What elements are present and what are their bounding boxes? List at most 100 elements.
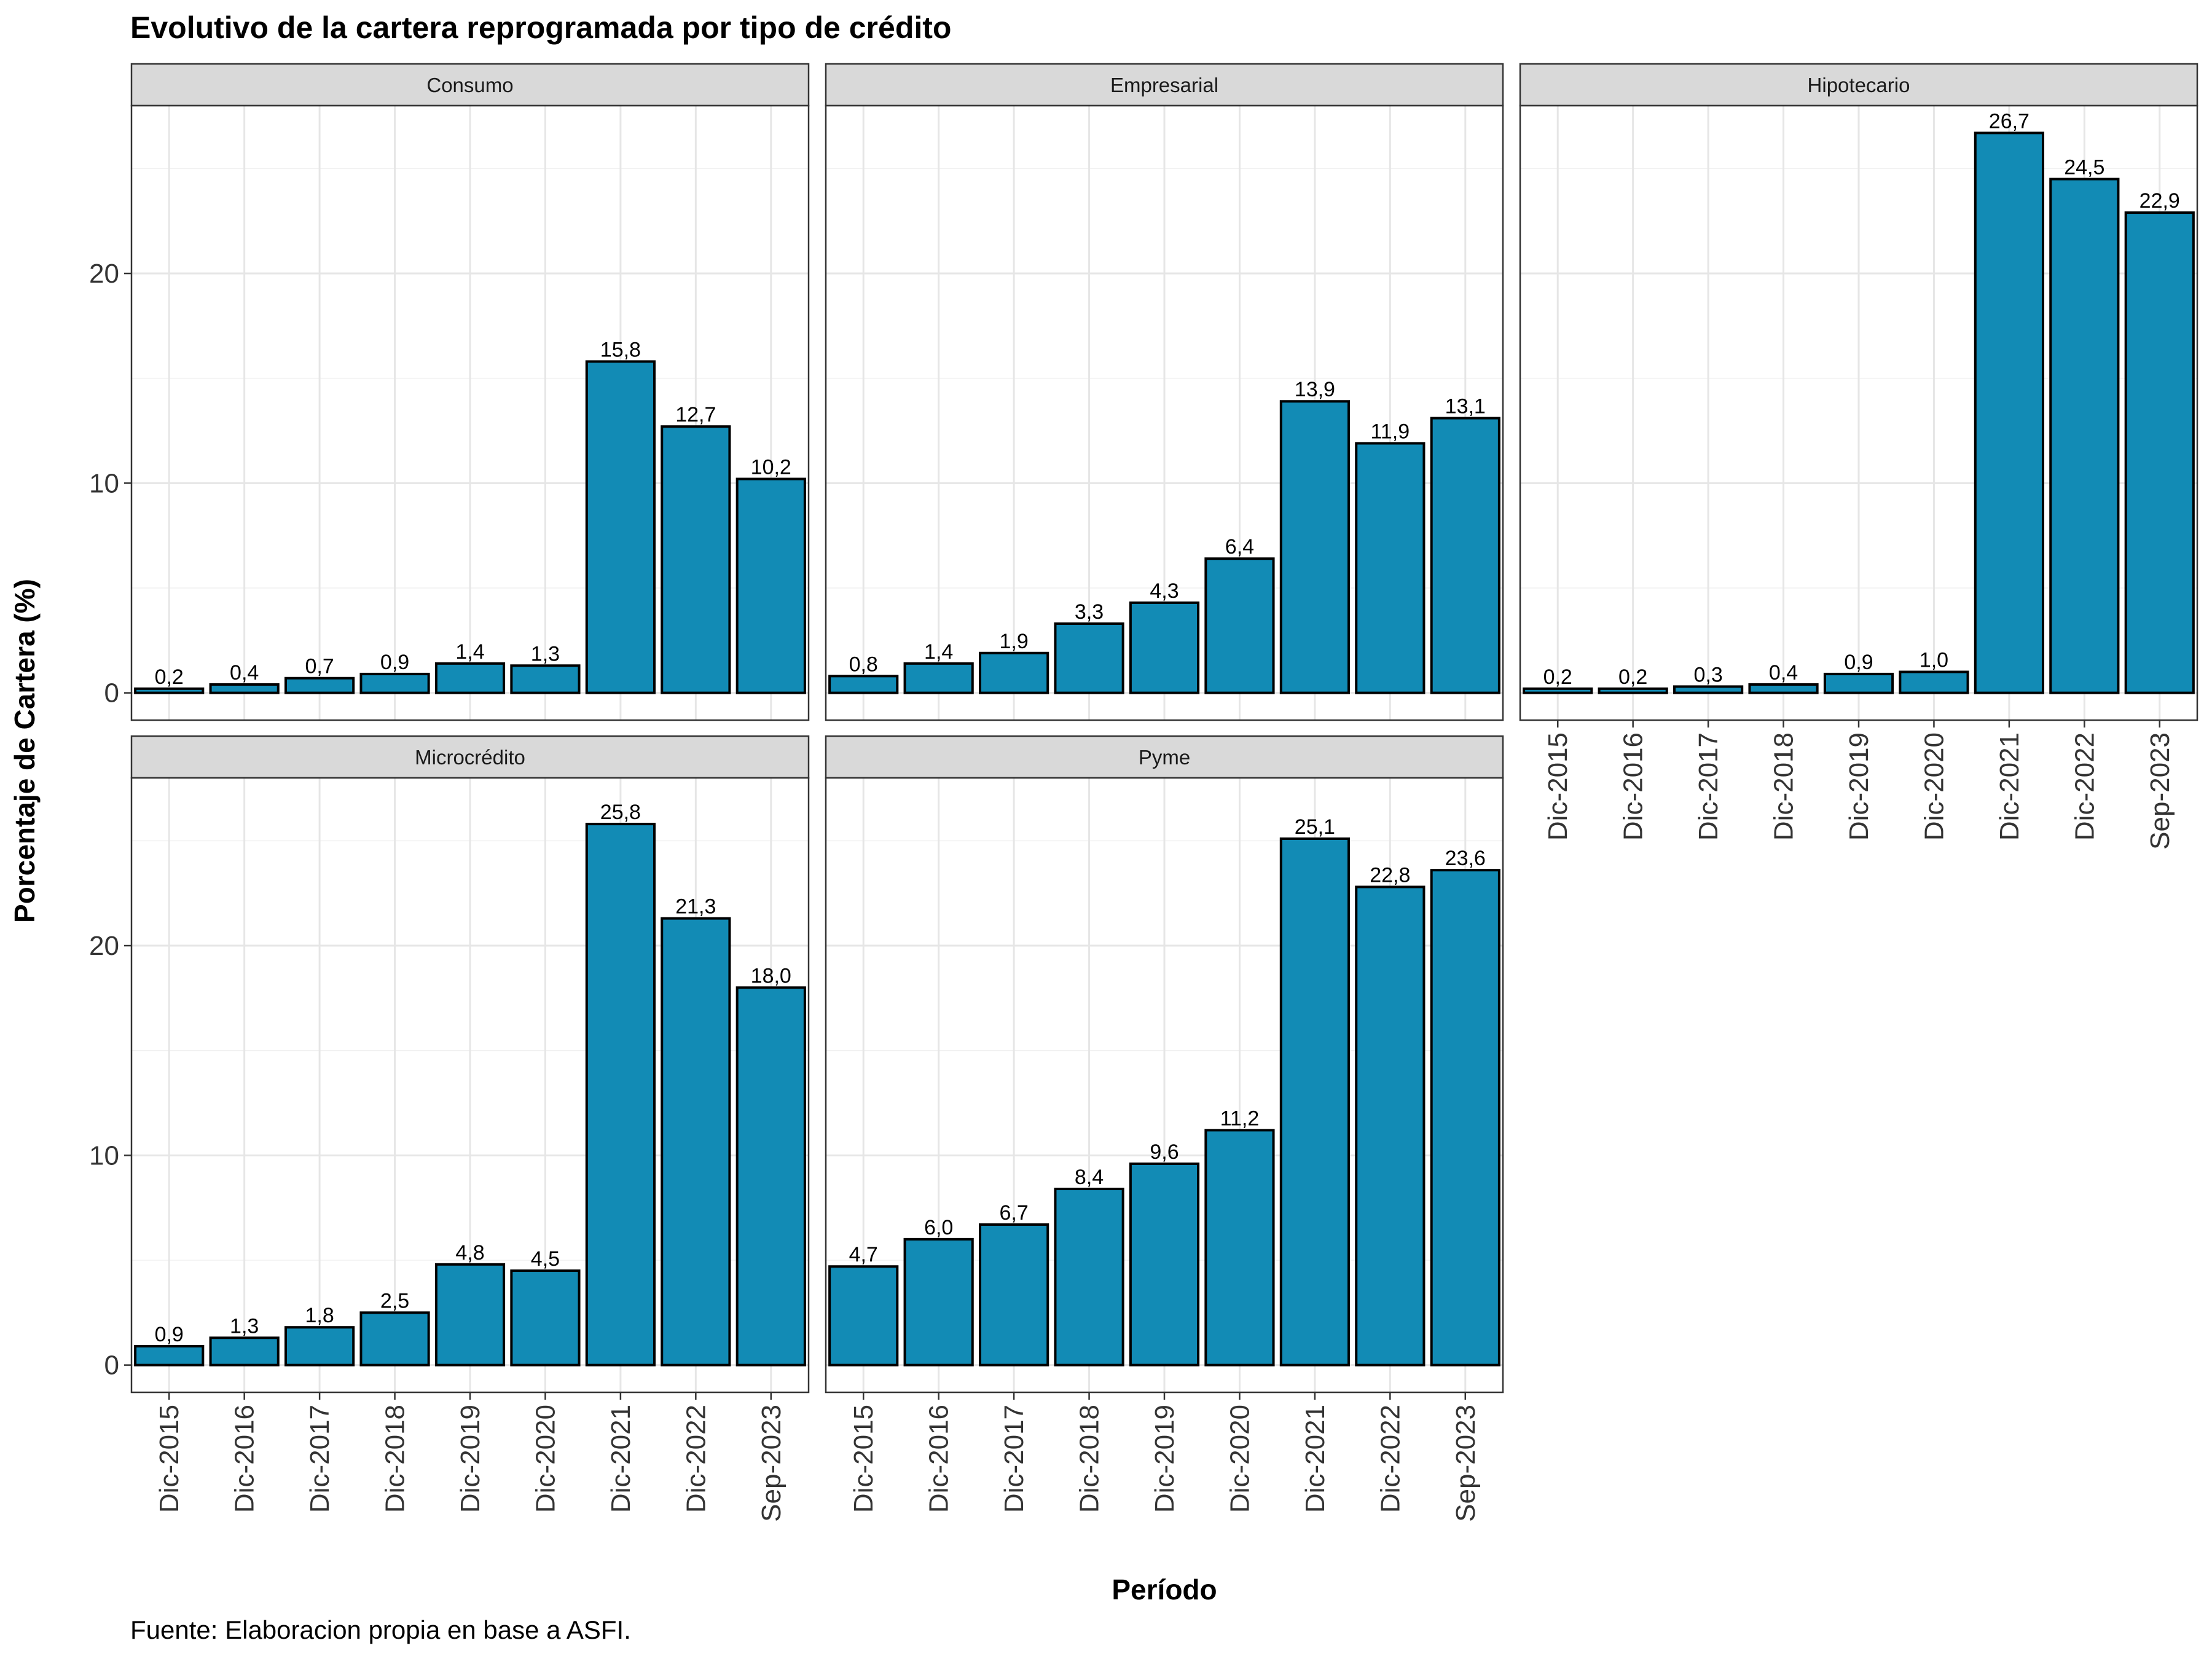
bar-value-label: 0,7 xyxy=(305,655,334,678)
bar xyxy=(510,664,581,694)
bar xyxy=(359,1311,430,1367)
bar-value-label: 0,4 xyxy=(230,661,259,684)
bar xyxy=(1430,869,1500,1367)
x-tick-label: Dic-2020 xyxy=(530,1405,560,1513)
bar xyxy=(1899,670,1969,694)
bar-value-label: 0,2 xyxy=(1618,665,1647,689)
bar-value-label: 25,1 xyxy=(1295,815,1335,839)
bar-value-label: 4,8 xyxy=(455,1241,484,1265)
y-tick-label: 0 xyxy=(104,678,119,708)
panel-strip xyxy=(1519,63,2198,107)
bar-value-label: 11,2 xyxy=(1220,1107,1260,1130)
bar-value-label: 12,7 xyxy=(675,403,716,426)
bar xyxy=(661,917,731,1367)
x-tick-label: Sep-2023 xyxy=(1451,1405,1481,1522)
bar-value-label: 23,6 xyxy=(1445,847,1486,870)
bar xyxy=(1279,400,1350,694)
bar-value-label: 4,3 xyxy=(1150,579,1179,603)
y-tick-label: 20 xyxy=(89,931,119,961)
x-tick-label: Sep-2023 xyxy=(756,1405,786,1522)
bar xyxy=(1355,885,1426,1367)
bar-value-label: 0,8 xyxy=(849,653,878,676)
bar xyxy=(1204,1129,1275,1367)
x-tick-label: Dic-2015 xyxy=(154,1405,184,1513)
bar-value-label: 8,4 xyxy=(1075,1166,1104,1189)
bar-value-label: 22,8 xyxy=(1370,863,1410,887)
bar xyxy=(510,1269,581,1367)
panel-border xyxy=(130,104,810,721)
x-tick-label: Dic-2019 xyxy=(455,1405,485,1513)
bar-value-label: 15,8 xyxy=(600,338,641,361)
x-tick-label: Dic-2022 xyxy=(2069,732,2100,841)
bar-value-label: 1,4 xyxy=(924,640,953,664)
bar-value-label: 0,2 xyxy=(1543,665,1572,689)
bar xyxy=(1823,672,1894,694)
bar-value-label: 25,8 xyxy=(600,801,641,824)
x-tick-label: Dic-2016 xyxy=(1618,732,1649,841)
panel-microcredito: Microcrédito 0,9 1,3 1,8 2,5 4,8 4,5 25,8 21,3 18… xyxy=(89,735,810,1522)
panel-pyme: Pyme 4,7 6,0 6,7 8,4 9,6 11,2 25,1 22,8 23,6 Dic-2… xyxy=(825,735,1504,1522)
bar-value-label: 24,5 xyxy=(2064,155,2104,179)
panel-strip xyxy=(825,63,1504,107)
bar xyxy=(1523,687,1593,694)
x-tick-label: Dic-2016 xyxy=(924,1405,954,1513)
bar xyxy=(903,662,974,694)
bar xyxy=(661,425,731,694)
panels-layer: Consumo 0,2 0,4 0,7 0,9 1,4 1,3 15,8 12,7 10,2 0 10… xyxy=(89,63,2198,1522)
panel-strip-label: Empresarial xyxy=(1110,74,1218,96)
bar xyxy=(1129,1162,1200,1367)
x-tick-label: Sep-2023 xyxy=(2145,732,2175,850)
bar xyxy=(1974,131,2044,694)
bar-value-label: 26,7 xyxy=(1989,109,2030,133)
panel-empresarial: Empresarial 0,8 1,4 1,9 3,3 4,3 6,4 13,9 11,9 13,… xyxy=(825,63,1504,721)
panel-strip xyxy=(825,735,1504,779)
bar-value-label: 0,9 xyxy=(380,651,409,674)
x-tick-label: Dic-2022 xyxy=(1375,1405,1405,1513)
bar-value-label: 0,9 xyxy=(1844,651,1873,674)
x-tick-label: Dic-2020 xyxy=(1225,1405,1255,1513)
bar-value-label: 11,9 xyxy=(1371,420,1410,443)
bar-value-label: 1,3 xyxy=(531,642,560,665)
panel-strip xyxy=(130,735,810,779)
bar-value-label: 1,3 xyxy=(230,1314,259,1338)
bar xyxy=(735,477,806,694)
bar xyxy=(134,1344,205,1367)
y-tick-label: 10 xyxy=(89,468,119,498)
panel-strip-label: Hipotecario xyxy=(1808,74,1910,96)
bar xyxy=(134,687,205,694)
bar xyxy=(1598,687,1668,694)
x-tick-label: Dic-2016 xyxy=(230,1405,260,1513)
bar xyxy=(209,683,280,694)
bar-value-label: 18,0 xyxy=(751,964,791,987)
bar xyxy=(284,1326,355,1367)
bar xyxy=(1054,622,1124,694)
bar xyxy=(359,672,430,694)
bar xyxy=(1204,557,1275,694)
bar-value-label: 13,9 xyxy=(1295,378,1335,401)
panel-border xyxy=(825,104,1504,721)
x-tick-label: Dic-2018 xyxy=(1769,732,1799,841)
bar-value-label: 21,3 xyxy=(675,895,716,919)
bar xyxy=(434,1263,506,1367)
bar-value-label: 0,4 xyxy=(1769,661,1798,684)
bar xyxy=(979,651,1049,694)
y-tick-label: 10 xyxy=(89,1140,119,1171)
bar-value-label: 0,2 xyxy=(155,665,184,689)
panel-hipotecario: Hipotecario 0,2 0,2 0,3 0,4 0,9 1,0 26,7 24,5 22,… xyxy=(1519,63,2198,850)
bar xyxy=(828,1265,899,1367)
bar xyxy=(2124,211,2195,694)
y-tick-label: 20 xyxy=(89,259,119,289)
x-tick-label: Dic-2017 xyxy=(305,1405,335,1513)
chart-title: Evolutivo de la cartera reprogramada por… xyxy=(130,10,951,45)
bar xyxy=(1355,442,1426,694)
bar-value-label: 1,0 xyxy=(1920,649,1948,672)
bar-value-label: 10,2 xyxy=(751,456,791,479)
x-tick-label: Dic-2022 xyxy=(681,1405,711,1513)
bar-value-label: 4,5 xyxy=(531,1247,560,1271)
panel-strip-label: Pyme xyxy=(1139,746,1190,769)
x-tick-label: Dic-2019 xyxy=(1844,732,1874,841)
panel-consumo: Consumo 0,2 0,4 0,7 0,9 1,4 1,3 15,8 12,7 10,2 0 10… xyxy=(89,63,810,721)
x-tick-label: Dic-2021 xyxy=(1300,1405,1330,1513)
panel-strip-label: Microcrédito xyxy=(415,746,525,769)
